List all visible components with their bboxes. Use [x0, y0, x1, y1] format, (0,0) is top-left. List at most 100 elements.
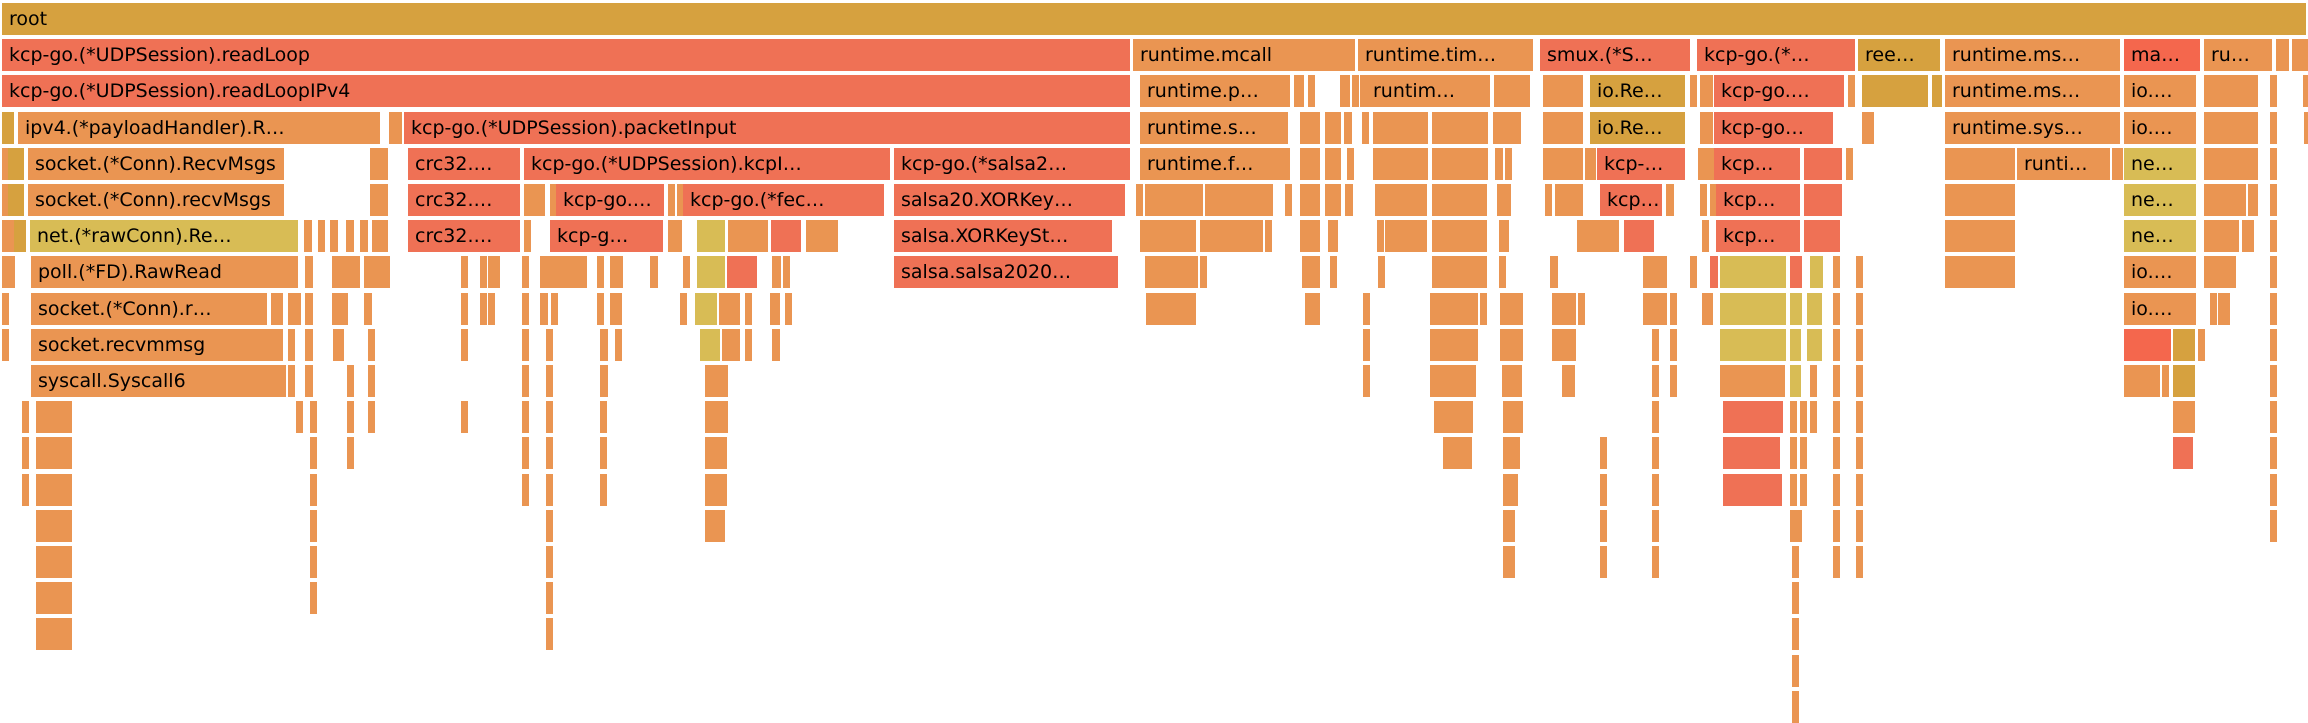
frame[interactable]	[1430, 328, 1478, 361]
frame[interactable]	[332, 292, 348, 325]
frame[interactable]	[1432, 256, 1487, 289]
frame[interactable]	[1706, 75, 1713, 108]
frame[interactable]	[372, 220, 388, 253]
frame[interactable]	[1136, 184, 1143, 216]
frame[interactable]	[1702, 220, 1709, 253]
frame[interactable]	[8, 184, 24, 216]
frame-runtime-sys[interactable]: runtime.sys…	[1945, 111, 2120, 144]
frame[interactable]	[522, 292, 529, 325]
frame[interactable]	[1347, 147, 1354, 180]
frame[interactable]	[288, 328, 295, 361]
frame-kcp-go-salsa2[interactable]: kcp-go.(*salsa2…	[894, 147, 1130, 180]
frame[interactable]	[2270, 437, 2277, 470]
frame-kcp-go-fec[interactable]: kcp-go.(*fec…	[683, 184, 884, 216]
frame[interactable]	[1945, 220, 2015, 253]
frame[interactable]	[1600, 473, 1607, 506]
frame-socket-recvmmsg[interactable]: socket.recvmmsg	[31, 328, 283, 361]
frame[interactable]	[683, 256, 690, 289]
frame[interactable]	[1305, 292, 1320, 325]
frame[interactable]	[310, 473, 317, 506]
frame[interactable]	[370, 184, 388, 216]
frame[interactable]	[1432, 111, 1488, 144]
frame[interactable]	[697, 256, 725, 289]
frame[interactable]	[1790, 473, 1797, 506]
frame[interactable]	[461, 256, 468, 289]
frame-runtime-tim[interactable]: runtime.tim…	[1358, 39, 1533, 72]
frame-kcp-go[interactable]: kcp-go.(*…	[1697, 39, 1855, 72]
frame[interactable]	[296, 401, 303, 434]
frame[interactable]	[546, 582, 553, 615]
frame[interactable]	[480, 256, 487, 289]
frame[interactable]	[1800, 437, 1807, 470]
frame[interactable]	[1856, 401, 1863, 434]
frame[interactable]	[770, 292, 780, 325]
frame-kcp-go-udpsession-readloop[interactable]: kcp-go.(*UDPSession).readLoop	[2, 39, 1130, 72]
frame[interactable]	[1200, 220, 1263, 253]
frame[interactable]	[597, 256, 604, 289]
frame[interactable]	[2, 328, 9, 361]
frame[interactable]	[540, 292, 548, 325]
frame[interactable]	[1856, 365, 1863, 397]
frame[interactable]	[1700, 75, 1707, 108]
frame[interactable]	[772, 328, 780, 361]
frame[interactable]	[745, 328, 752, 361]
frame[interactable]	[2247, 220, 2254, 253]
frame[interactable]	[1285, 184, 1292, 216]
frame[interactable]	[1706, 292, 1713, 325]
frame[interactable]	[1792, 690, 1799, 723]
frame[interactable]	[546, 401, 553, 434]
frame[interactable]	[1363, 328, 1370, 361]
frame[interactable]	[771, 220, 801, 253]
frame-ne[interactable]: ne…	[2124, 147, 2196, 180]
frame[interactable]	[364, 256, 390, 289]
frame[interactable]	[1373, 147, 1428, 180]
frame[interactable]	[1856, 328, 1863, 361]
frame[interactable]	[1432, 220, 1487, 253]
frame[interactable]	[1543, 111, 1550, 144]
frame[interactable]	[305, 256, 313, 289]
frame[interactable]	[600, 328, 608, 361]
frame[interactable]	[2270, 256, 2277, 289]
frame[interactable]	[2116, 147, 2123, 180]
frame[interactable]	[8, 147, 24, 180]
frame[interactable]	[1643, 292, 1667, 325]
frame[interactable]	[305, 292, 313, 325]
frame[interactable]	[1600, 509, 1607, 542]
frame[interactable]	[36, 401, 72, 434]
frame[interactable]	[1945, 184, 2015, 216]
frame[interactable]	[1502, 365, 1522, 397]
frame[interactable]	[1710, 184, 1717, 216]
frame[interactable]	[1555, 75, 1583, 108]
frame[interactable]	[318, 220, 325, 253]
frame-crc32[interactable]: crc32.…	[408, 184, 520, 216]
frame-io-re[interactable]: io.Re…	[1590, 75, 1685, 108]
frame[interactable]	[1624, 220, 1654, 253]
frame[interactable]	[1265, 220, 1272, 253]
frame[interactable]	[705, 473, 727, 506]
frame[interactable]	[1833, 437, 1840, 470]
frame-ipv4-payloadhandler-r[interactable]: ipv4.(*payloadHandler).R…	[18, 111, 380, 144]
frame[interactable]	[650, 256, 658, 289]
frame[interactable]	[271, 292, 278, 325]
frame[interactable]	[600, 401, 607, 434]
frame[interactable]	[36, 546, 72, 578]
frame[interactable]	[1505, 147, 1512, 180]
frame[interactable]	[1670, 328, 1677, 361]
frame[interactable]	[370, 147, 388, 180]
frame[interactable]	[700, 328, 720, 361]
frame[interactable]	[2204, 147, 2258, 180]
frame[interactable]	[310, 582, 317, 615]
frame[interactable]	[1145, 256, 1198, 289]
frame[interactable]	[1833, 256, 1840, 289]
frame[interactable]	[1702, 292, 1709, 325]
frame-io[interactable]: io.…	[2124, 75, 2196, 108]
frame[interactable]	[1140, 220, 1196, 253]
frame[interactable]	[524, 220, 531, 253]
frame[interactable]	[1703, 147, 1710, 180]
frame[interactable]	[719, 292, 740, 325]
frame[interactable]	[2303, 75, 2308, 108]
frame[interactable]	[1499, 256, 1506, 289]
frame[interactable]	[1804, 184, 1842, 216]
frame[interactable]	[1205, 184, 1273, 216]
frame[interactable]	[1708, 147, 1715, 180]
